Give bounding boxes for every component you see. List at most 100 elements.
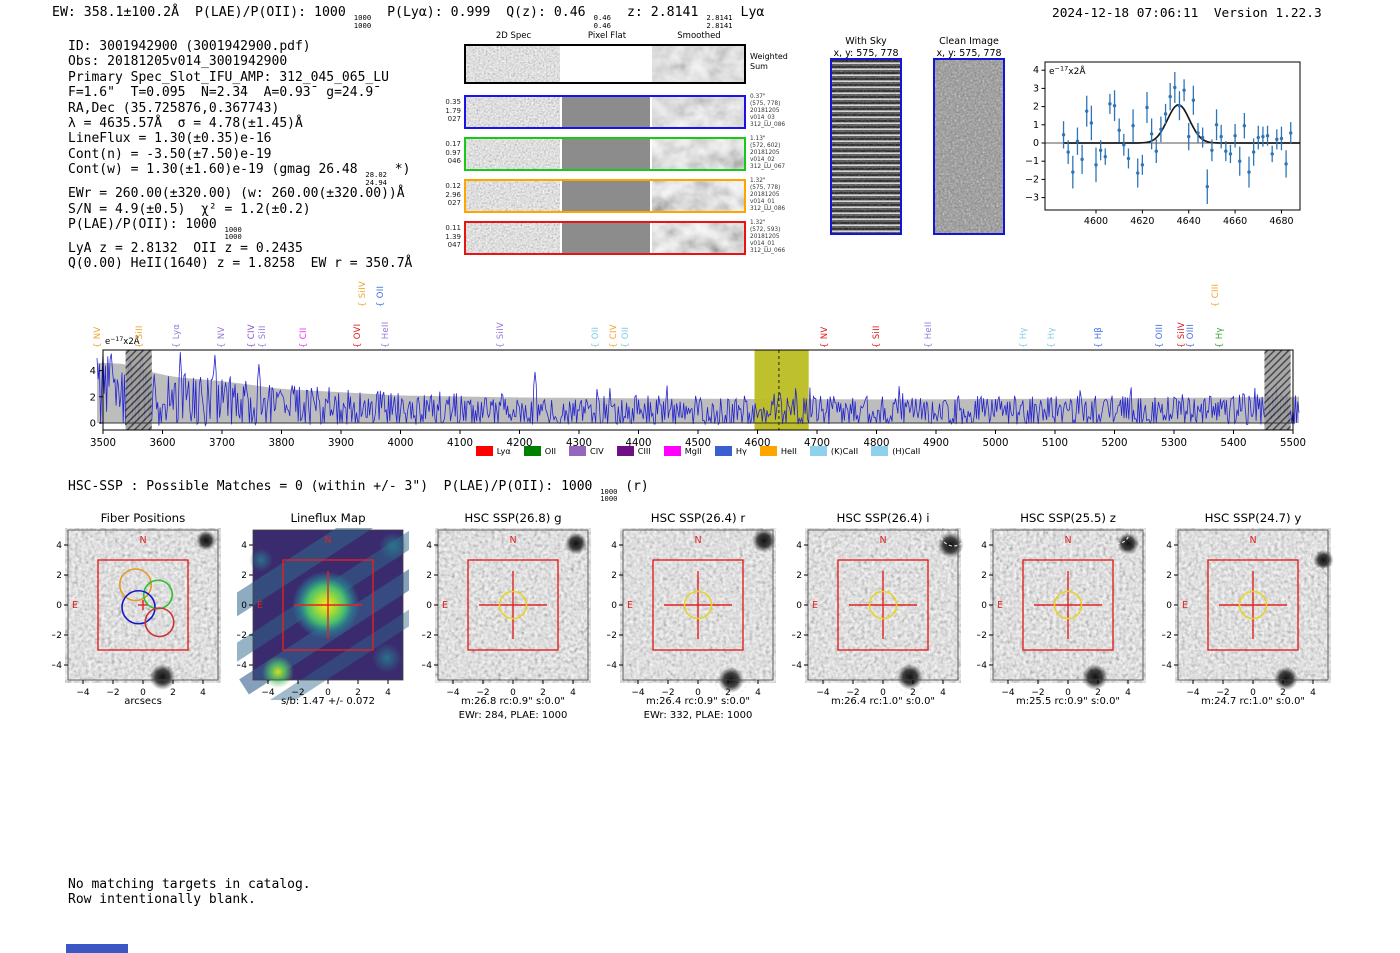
legend-swatch bbox=[759, 446, 777, 456]
svg-text:2: 2 bbox=[170, 688, 176, 698]
legend-item-MgII: MgII bbox=[663, 446, 702, 456]
pixel-flat-cell bbox=[562, 223, 650, 253]
svg-text:4: 4 bbox=[1033, 65, 1039, 76]
svg-text:E: E bbox=[997, 600, 1003, 611]
info-line-4: RA,Dec (35.725876,0.367743) bbox=[68, 100, 280, 116]
svg-text:4: 4 bbox=[56, 541, 62, 551]
svg-text:−2: −2 bbox=[291, 688, 304, 698]
svg-text:2: 2 bbox=[1095, 688, 1101, 698]
svg-text:4: 4 bbox=[200, 688, 206, 698]
svg-text:−2: −2 bbox=[792, 631, 802, 641]
info-line-0: ID: 3001942900 (3001942900.pdf) bbox=[68, 39, 311, 54]
svg-text:2: 2 bbox=[1033, 102, 1039, 113]
legend-item-Lyα: Lyα bbox=[475, 446, 511, 456]
panel-image-z: N E −4 −2 0 2 4 4 2 0 −2 −4 bbox=[977, 528, 1144, 698]
pixel-flat-cell bbox=[562, 139, 650, 169]
panel-xlabel-i: m:26.4 rc:1.0" s:0.0" bbox=[830, 696, 936, 707]
svg-text:3700: 3700 bbox=[209, 438, 235, 449]
svg-text:2: 2 bbox=[241, 571, 247, 581]
svg-text:−4: −4 bbox=[237, 661, 247, 671]
z-value: z: 2.8141 bbox=[626, 5, 699, 20]
legend-swatch bbox=[569, 446, 587, 456]
info-line-13: Q(0.00) HeII(1640) z = 1.8258 EW r = 350… bbox=[68, 256, 413, 272]
svg-text:−2: −2 bbox=[52, 631, 62, 641]
clean-image bbox=[933, 58, 1005, 235]
spec2d-row-annotations: 1.32" (575, 778) 20181205 v014_01 312_LU_086 bbox=[750, 178, 786, 213]
plae-range: 1000 1000 bbox=[353, 12, 372, 30]
plae-value: P(LAE)/P(OII): 1000 bbox=[194, 5, 346, 20]
panel-xlabel-y: m:24.7 rc:1.0" s:0.0" bbox=[1200, 696, 1306, 707]
svg-text:−2: −2 bbox=[422, 631, 432, 641]
svg-text:3: 3 bbox=[1033, 83, 1039, 94]
svg-text:e−17x2Å: e−17x2Å bbox=[1049, 65, 1086, 78]
spectrum-legend: Lyα OII CIV CIII MgII Hγ HeII (K)CaII (H)CaII bbox=[103, 446, 1293, 456]
svg-text:−4: −4 bbox=[446, 688, 460, 698]
svg-text:0: 0 bbox=[56, 601, 62, 611]
legend-item-CIII: CIII bbox=[616, 446, 651, 456]
svg-text:−2: −2 bbox=[1216, 688, 1229, 698]
spec2d-row-left-labels: 0.12 2.96 027 bbox=[445, 182, 461, 208]
svg-text:4: 4 bbox=[1125, 688, 1131, 698]
svg-text:N: N bbox=[139, 535, 146, 546]
svg-text:0: 0 bbox=[140, 688, 146, 698]
svg-text:−2: −2 bbox=[607, 631, 617, 641]
timestamp: 2024-12-18 07:06:11 bbox=[1052, 6, 1199, 21]
svg-text:2: 2 bbox=[90, 392, 96, 403]
svg-text:0: 0 bbox=[325, 688, 331, 698]
svg-text:−2: −2 bbox=[1162, 631, 1172, 641]
svg-text:2: 2 bbox=[611, 571, 617, 581]
ew-value: EW: 358.1±100.2Å bbox=[52, 5, 180, 20]
svg-text:4500: 4500 bbox=[685, 438, 711, 449]
qz-value: Q(z): 0.46 bbox=[506, 5, 586, 20]
svg-text:N: N bbox=[324, 535, 331, 546]
line-fit-plot: 4600 4620 4640 4660 4680 −3 −2 −1 0 1 2 3 4 e−17x2Å bbox=[1025, 61, 1301, 227]
svg-text:E: E bbox=[1182, 600, 1188, 611]
panel-xlabel-r: m:26.4 rc:0.9" s:0.0" bbox=[645, 696, 751, 707]
legend-item-(K)CaII: (K)CaII bbox=[809, 446, 858, 456]
spec2d-row-annotations: 1.13" (572, 602) 20181205 v014_02 312_LU_067 bbox=[750, 136, 786, 171]
info-line-5: λ = 4635.57Å σ = 4.78(±1.45)Å bbox=[68, 116, 303, 132]
svg-text:5100: 5100 bbox=[1042, 438, 1068, 449]
panel-image-y: N E −4 −2 0 2 4 4 2 0 −2 −4 bbox=[1162, 529, 1334, 698]
info-line-11: P(LAE)/P(OII): 1000 1000 1000 bbox=[68, 216, 242, 242]
svg-text:−4: −4 bbox=[1186, 688, 1200, 698]
legend-item-(H)CaII: (H)CaII bbox=[871, 446, 920, 456]
svg-text:0: 0 bbox=[241, 601, 247, 611]
qz-range: 0.46 0.46 bbox=[593, 12, 612, 30]
legend-swatch bbox=[523, 446, 541, 456]
info-line-7: Cont(n) = -3.50(±7.50)e-19 bbox=[68, 146, 272, 162]
svg-text:4: 4 bbox=[90, 366, 96, 377]
svg-text:2: 2 bbox=[426, 571, 432, 581]
svg-text:0: 0 bbox=[90, 419, 96, 430]
svg-text:N: N bbox=[694, 535, 701, 546]
svg-text:4: 4 bbox=[981, 541, 987, 551]
svg-text:−4: −4 bbox=[816, 688, 830, 698]
svg-text:−3: −3 bbox=[1025, 193, 1039, 204]
legend-item-Hγ: Hγ bbox=[714, 446, 747, 456]
svg-text:4640: 4640 bbox=[1177, 216, 1201, 227]
legend-swatch bbox=[809, 446, 827, 456]
svg-text:2: 2 bbox=[540, 688, 546, 698]
svg-text:4: 4 bbox=[796, 541, 802, 551]
panel-title-lineflux: Lineflux Map bbox=[290, 511, 366, 525]
svg-text:0: 0 bbox=[796, 601, 802, 611]
info-line-1: Obs: 20181205v014_3001942900 bbox=[68, 54, 288, 70]
svg-text:−4: −4 bbox=[1001, 688, 1015, 698]
svg-text:−4: −4 bbox=[792, 661, 802, 671]
svg-text:0: 0 bbox=[695, 688, 701, 698]
svg-text:2: 2 bbox=[1166, 571, 1172, 581]
svg-text:4900: 4900 bbox=[923, 438, 949, 449]
svg-text:4100: 4100 bbox=[447, 438, 473, 449]
svg-text:4: 4 bbox=[755, 688, 761, 698]
svg-text:1: 1 bbox=[1033, 120, 1039, 131]
svg-text:2: 2 bbox=[725, 688, 731, 698]
spec2d-row-1 bbox=[464, 95, 746, 129]
col-header-pixelflat: Pixel Flat bbox=[587, 31, 627, 41]
svg-text:0: 0 bbox=[1065, 688, 1071, 698]
svg-text:E: E bbox=[72, 600, 78, 611]
panel-image-lineflux: N E −4 −2 0 2 4 4 2 0 −2 −4 bbox=[237, 528, 409, 700]
col-header-2dspec: 2D Spec bbox=[495, 31, 532, 41]
svg-text:4200: 4200 bbox=[507, 438, 533, 449]
clean-image-title: Clean Image x, y: 575, 778 bbox=[936, 36, 1002, 59]
